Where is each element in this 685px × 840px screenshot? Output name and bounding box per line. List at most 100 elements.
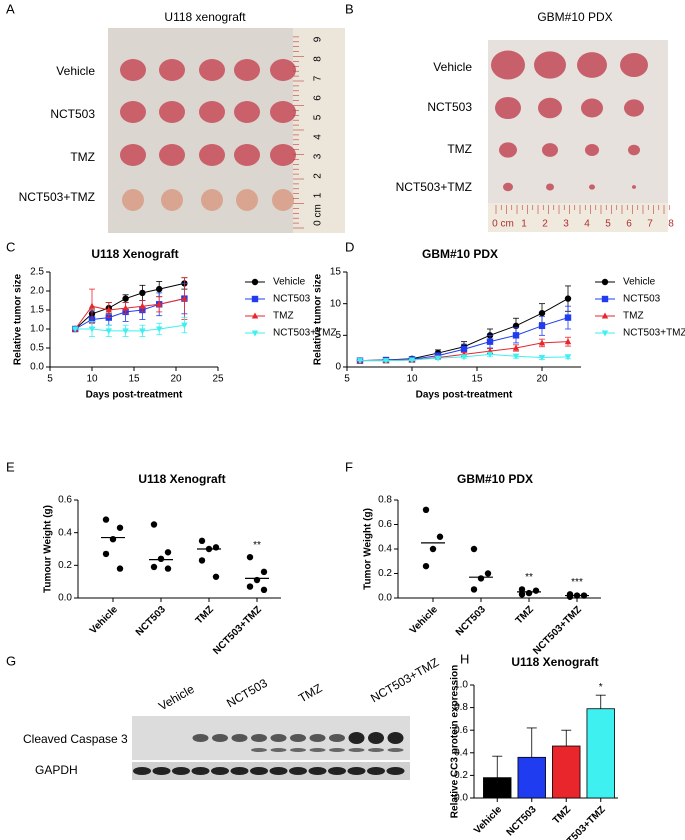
y-axis-label: Relative tumor size [13, 273, 24, 365]
ruler-label: 5 [605, 219, 611, 230]
annotation: * [599, 682, 603, 693]
band [367, 767, 385, 775]
band [348, 748, 365, 752]
point [566, 593, 574, 600]
marker [538, 339, 546, 346]
bar [517, 756, 546, 799]
marker [139, 289, 146, 297]
band [368, 748, 384, 752]
point [109, 536, 117, 543]
band [251, 748, 267, 752]
band [289, 767, 307, 775]
y-axis-label: Tumor Weight (g) [363, 508, 374, 590]
panel-letter: H [460, 651, 469, 666]
tumor [628, 144, 640, 156]
marker [460, 354, 468, 361]
x-tick-label: Vehicle [408, 604, 440, 636]
x-tick-label: 15 [471, 374, 483, 385]
x-tick-label: 25 [212, 374, 224, 385]
y-tick-label: 2.5 [30, 267, 44, 278]
point [150, 521, 158, 528]
panel-title: GBM#10 PDX [537, 10, 612, 24]
marker [139, 302, 146, 309]
marker [356, 358, 364, 365]
band [387, 732, 404, 744]
band [152, 767, 171, 775]
marker [564, 354, 572, 361]
tumor [503, 182, 513, 192]
tumor [122, 189, 144, 211]
y-tick-label: 0.0 [58, 593, 72, 604]
band [133, 767, 151, 775]
y-tick-label: 15 [330, 267, 342, 278]
y-tick-label: 1.5 [30, 305, 44, 316]
marker [382, 358, 390, 365]
x-tick-label: 20 [170, 374, 182, 385]
tumor [120, 59, 146, 81]
marker [460, 346, 468, 353]
ruler-label: 1 [521, 219, 527, 230]
marker [512, 353, 520, 360]
x-tick-label: NCT503 [454, 604, 488, 638]
band [250, 767, 268, 775]
point [150, 563, 158, 571]
panel-title: U118 xenograft [164, 10, 246, 24]
tumor [270, 144, 296, 166]
tumor [161, 189, 183, 211]
marker [105, 306, 112, 313]
tumor [542, 143, 558, 157]
marker [564, 295, 572, 302]
tumor [159, 101, 185, 123]
point [518, 591, 526, 598]
group-label: Vehicle [156, 682, 197, 714]
marker [139, 328, 146, 335]
x-tick-label: NCT503 [134, 604, 168, 638]
tumor [585, 143, 599, 157]
group-label: TMZ [296, 681, 324, 705]
band [328, 767, 346, 775]
group-label: NCT503 [224, 676, 270, 711]
x-tick-label: NCT503+TMZ [211, 604, 264, 657]
marker [105, 328, 112, 335]
ruler-label: 6 [626, 219, 632, 230]
legend-marker [251, 278, 259, 286]
point [253, 576, 261, 584]
row-label: Vehicle [56, 64, 95, 78]
y-tick-label: 0.6 [58, 495, 72, 506]
marker [72, 326, 79, 333]
point [116, 524, 124, 531]
marker [486, 338, 494, 345]
ruler-label: 2 [542, 219, 548, 230]
y-tick-label: 1.0 [30, 324, 44, 335]
ruler-label: 4 [584, 219, 590, 230]
ruler-label: 0 cm [492, 219, 514, 230]
band [290, 734, 306, 742]
point [157, 555, 165, 562]
band-label: Cleaved Caspase 3 [23, 732, 128, 746]
chart-title: GBM#10 PDX [422, 247, 498, 261]
x-tick-label: 20 [536, 374, 548, 385]
legend-marker [251, 330, 259, 337]
tumor [491, 50, 525, 80]
y-tick-label: 0.6 [378, 519, 392, 530]
band [211, 767, 229, 775]
marker [122, 328, 129, 335]
marker [564, 314, 572, 321]
x-tick-label: TMZ [514, 604, 536, 626]
marker [122, 304, 129, 311]
marker [538, 322, 546, 330]
panel-letter: D [345, 239, 354, 254]
y-tick-label: 0.2 [58, 560, 72, 571]
panel-letter: B [345, 1, 354, 16]
panel-letter: G [6, 653, 16, 668]
legend-label: NCT503+TMZ [623, 328, 685, 339]
y-tick-label: 1.0 [454, 680, 468, 691]
x-tick-label: NCT503 [505, 804, 539, 838]
x-tick-label: 10 [406, 374, 418, 385]
row-label: NCT503+TMZ [19, 190, 95, 204]
chart-title: U118 Xenograft [91, 247, 178, 261]
x-tick-label: Vehicle [88, 604, 120, 636]
ruler-label: 3 [563, 219, 569, 230]
point [429, 545, 437, 553]
